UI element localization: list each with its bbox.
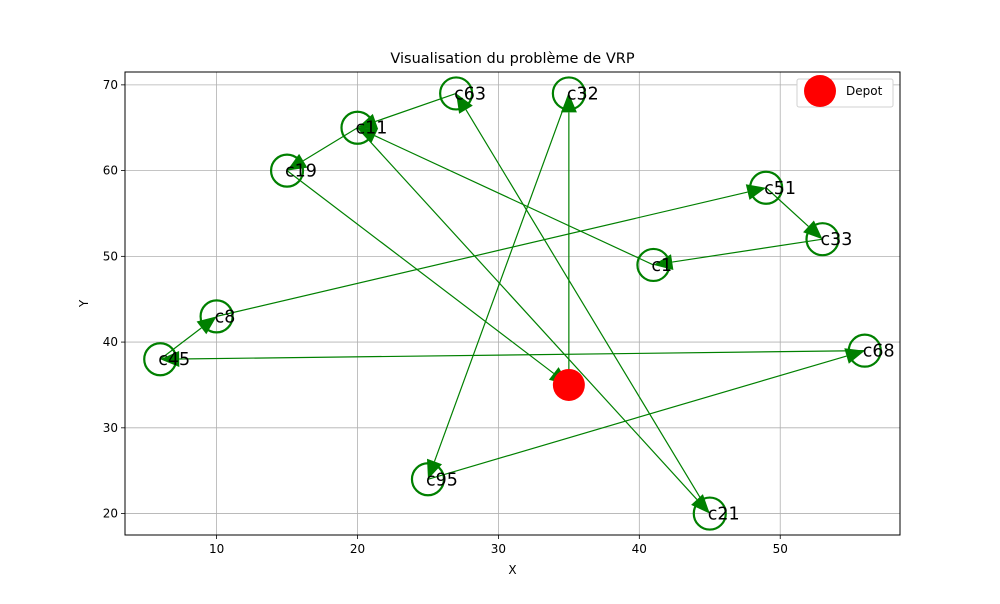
customer-node-c63 [439, 76, 474, 111]
y-axis-label: Y [77, 299, 91, 308]
route-arrow-c19-to-Depot [286, 170, 555, 374]
route-arrowhead [160, 351, 180, 367]
customer-node-c8 [199, 299, 234, 334]
customer-label-c21: c21 [708, 505, 740, 525]
y-tick-label: 20 [103, 507, 118, 521]
route-arrow-c63-to-c11 [375, 92, 457, 123]
route-arrowhead [745, 184, 767, 200]
route-arrow-c68-to-c45 [179, 350, 865, 360]
customer-label-c33: c33 [821, 230, 853, 250]
tick-layer: 10 20 30 40 50 20 30 40 50 60 70 [103, 78, 788, 556]
x-tick-label: 20 [350, 542, 365, 556]
customer-node-c32 [551, 76, 586, 111]
route-arrow-c11-to-c21 [357, 127, 698, 500]
customer-node-c19 [269, 153, 305, 188]
customer-label-c68: c68 [863, 342, 895, 362]
customer-node-c45 [143, 342, 178, 377]
customer-label-c63: c63 [454, 84, 486, 104]
customer-node-c11 [340, 110, 375, 145]
customer-label-c11: c11 [356, 119, 388, 139]
legend-depot-marker [804, 75, 836, 107]
grid-layer [125, 72, 900, 535]
customer-label-c95: c95 [426, 470, 458, 490]
y-tick-label: 50 [103, 249, 118, 263]
y-tick-label: 40 [103, 335, 118, 349]
x-tick-label: 10 [209, 542, 224, 556]
customer-node-c51 [749, 170, 784, 205]
route-arrow-c11-to-c19 [302, 127, 358, 162]
route-arrowhead [560, 93, 577, 113]
customer-label-c51: c51 [764, 179, 796, 199]
route-arrow-c51-to-c33 [765, 187, 809, 227]
customer-label-c45: c45 [158, 350, 190, 370]
x-tick-label: 40 [632, 542, 647, 556]
route-arrow-c32-to-c95 [433, 93, 570, 462]
customer-node-c95 [410, 462, 446, 497]
route-arrow-c1-to-c11 [374, 135, 654, 266]
route-arrowhead [803, 220, 823, 240]
route-arrow-c95-to-c68 [427, 355, 847, 480]
customer-label-c19: c19 [285, 162, 317, 182]
y-tick-label: 70 [103, 78, 118, 92]
customer-node-c68 [847, 333, 882, 368]
x-tick-label: 30 [491, 542, 506, 556]
x-tick-label: 50 [773, 542, 788, 556]
route-arrow-c33-to-c1 [672, 238, 823, 263]
route-arrow-c45-to-c8 [159, 327, 202, 360]
y-tick-label: 60 [103, 164, 118, 178]
customer-label-c1: c1 [651, 256, 672, 276]
customer-node-c33 [805, 222, 840, 257]
x-axis-label: X [508, 563, 516, 577]
node-layer: c63 c32 c11 c19 c51 c33 c1 c8 c45 c68 c95 c21 [143, 76, 895, 531]
customer-node-c1 [636, 247, 671, 283]
customer-label-c32: c32 [567, 84, 599, 104]
route-arrow-c21-to-c63 [465, 109, 711, 514]
route-arrowhead [691, 494, 710, 514]
y-tick-label: 30 [103, 421, 118, 435]
customer-label-c8: c8 [215, 307, 236, 327]
plot-frame [124, 71, 901, 536]
chart-title: Visualisation du problème de VRP [390, 51, 634, 67]
customer-node-c21 [692, 496, 727, 531]
legend-depot-label: Depot [846, 84, 883, 98]
legend: Depot [796, 75, 894, 108]
depot-marker [552, 368, 585, 401]
route-arrow-c8-to-c51 [216, 191, 748, 317]
route-layer [159, 92, 865, 514]
